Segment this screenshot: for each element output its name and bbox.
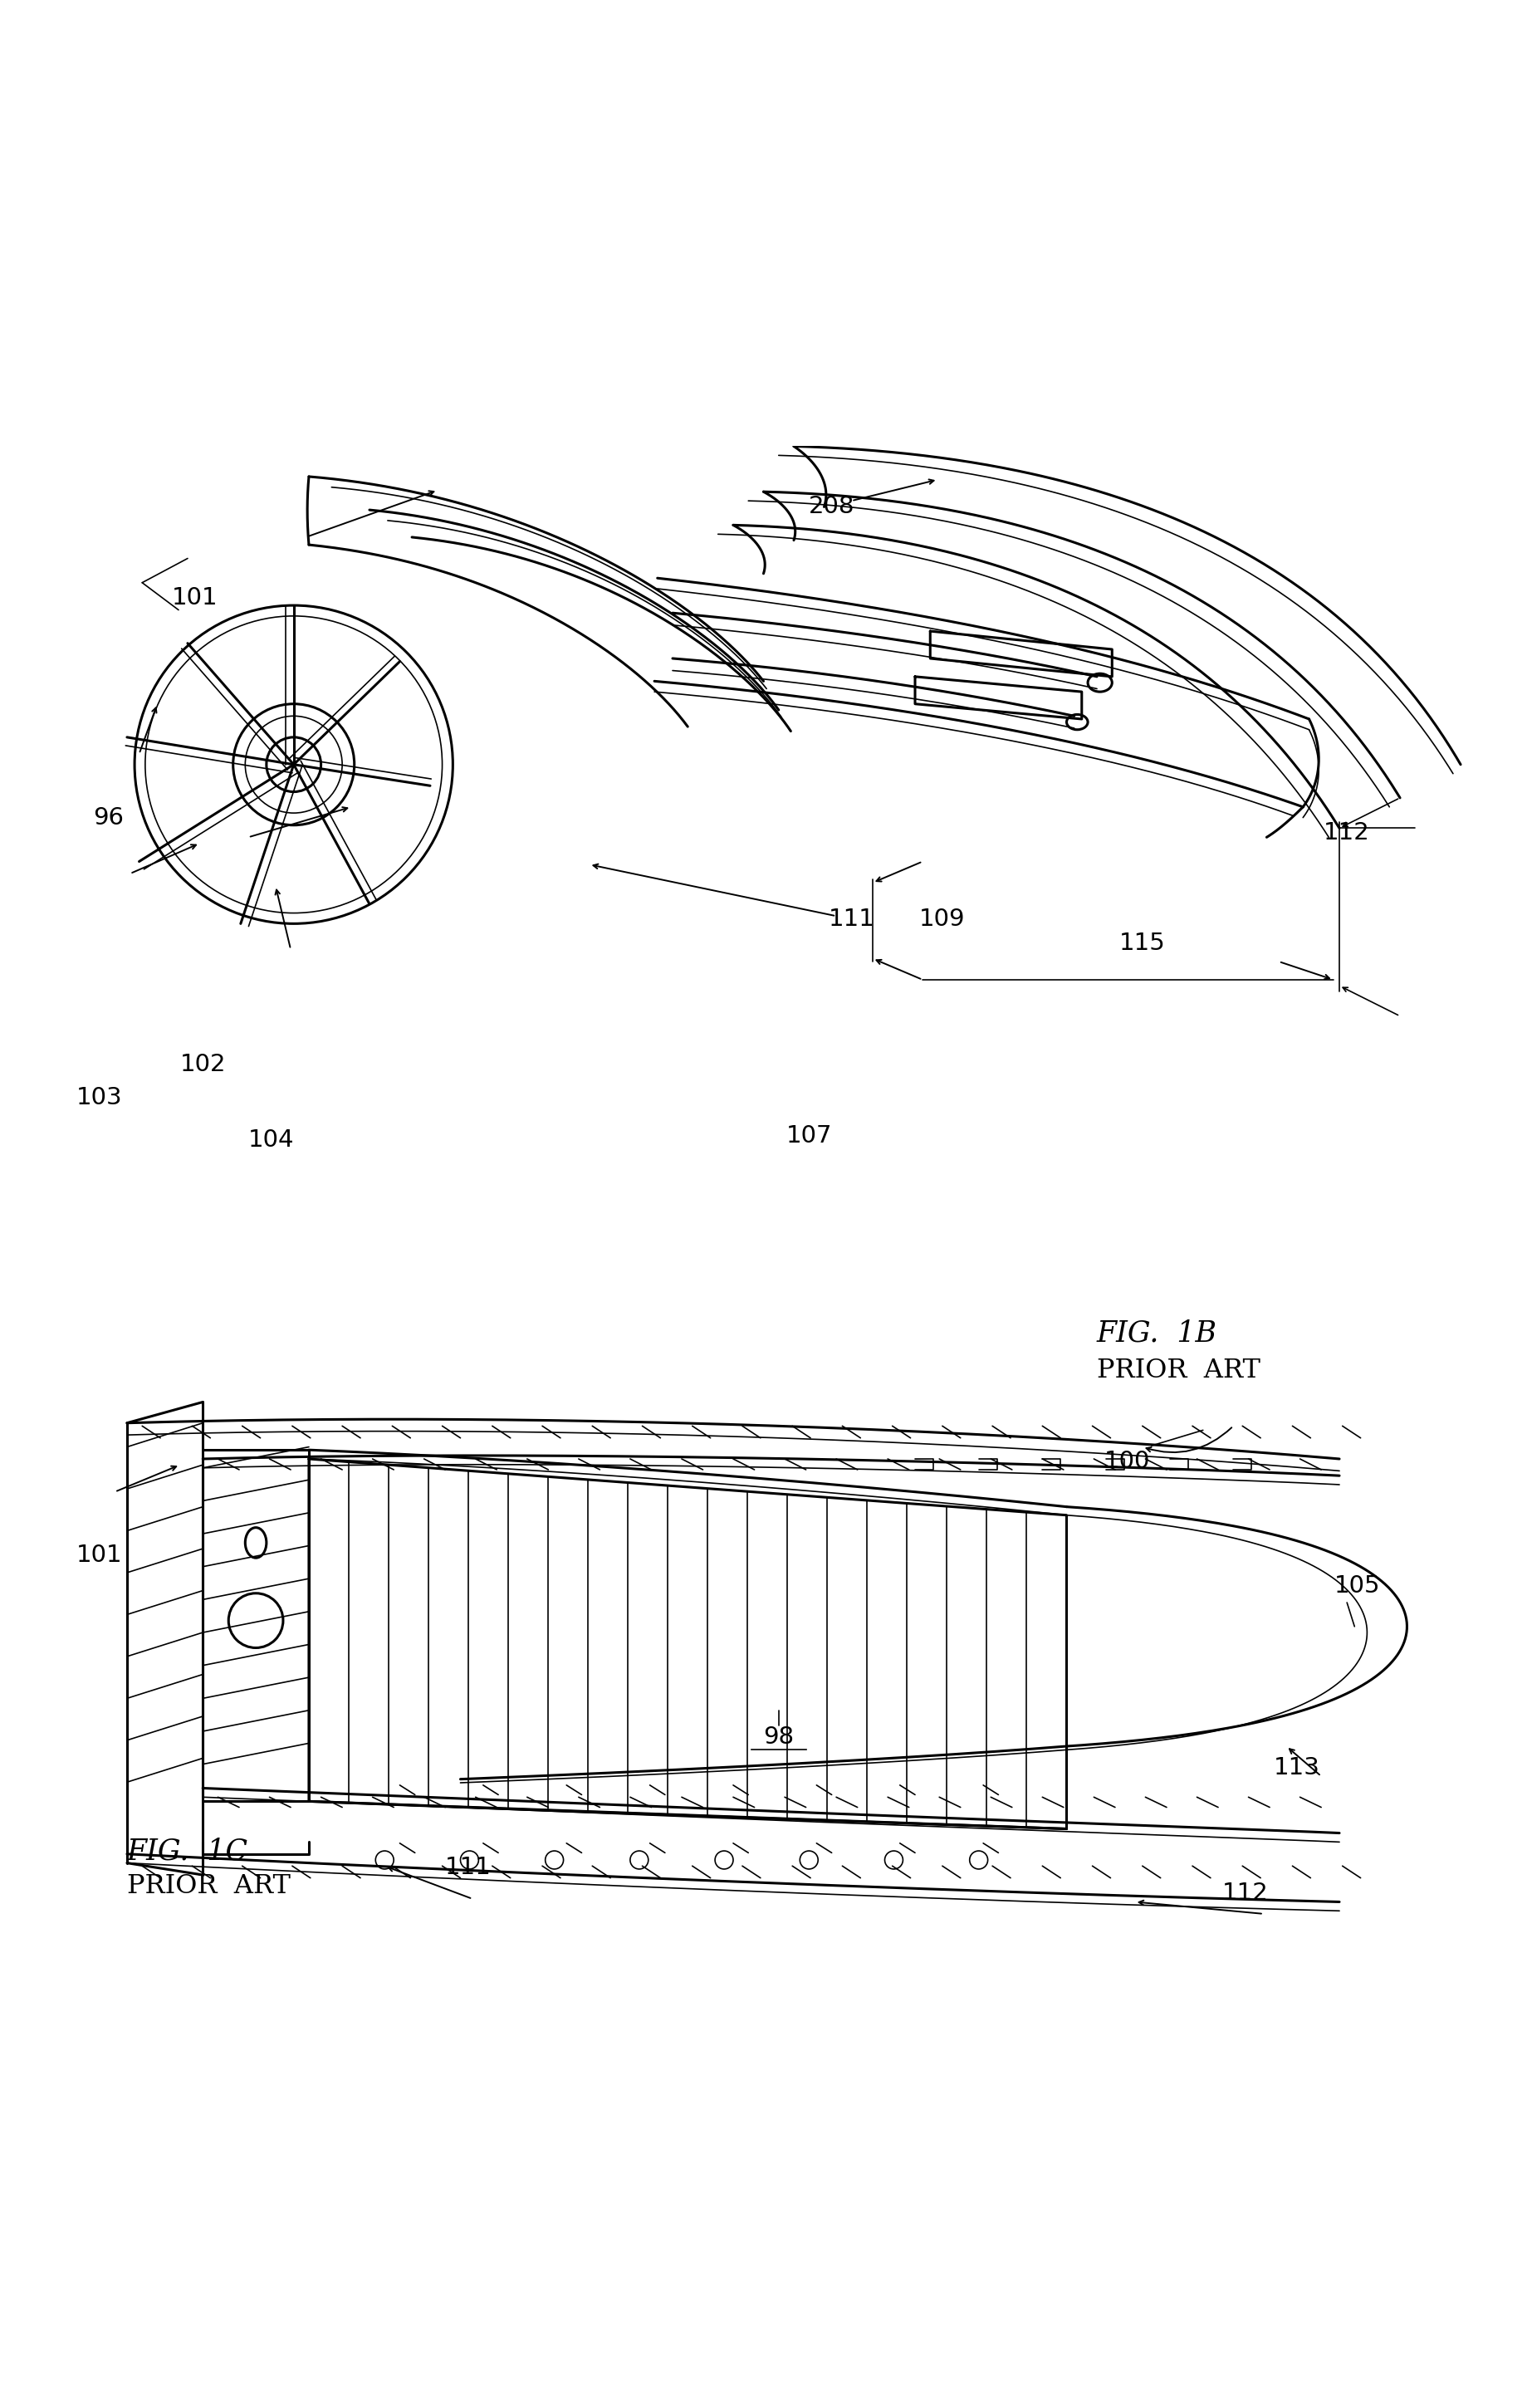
Text: 111: 111 [828, 908, 875, 932]
Text: FIG.  1C: FIG. 1C [127, 1837, 249, 1866]
Text: 112: 112 [1324, 821, 1370, 845]
Text: 107: 107 [786, 1125, 832, 1149]
Circle shape [545, 1852, 563, 1869]
Circle shape [970, 1852, 988, 1869]
Text: FIG.  1B: FIG. 1B [1096, 1320, 1217, 1346]
Text: 104: 104 [247, 1129, 295, 1151]
Text: 109: 109 [919, 908, 965, 932]
Circle shape [884, 1852, 902, 1869]
Text: 112: 112 [1222, 1883, 1269, 1905]
Circle shape [715, 1852, 733, 1869]
Text: 100: 100 [1104, 1450, 1150, 1474]
Text: 111: 111 [444, 1857, 492, 1878]
Text: 105: 105 [1335, 1575, 1380, 1597]
Circle shape [631, 1852, 649, 1869]
Text: 103: 103 [76, 1086, 122, 1110]
Text: 96: 96 [93, 807, 124, 828]
Text: 102: 102 [180, 1052, 226, 1076]
Text: 113: 113 [1274, 1755, 1321, 1780]
Circle shape [461, 1852, 478, 1869]
Text: 101: 101 [173, 585, 218, 609]
Circle shape [376, 1852, 394, 1869]
Circle shape [800, 1852, 818, 1869]
Text: 98: 98 [764, 1727, 794, 1748]
Text: 208: 208 [809, 496, 855, 518]
Text: 101: 101 [76, 1544, 122, 1568]
Text: PRIOR  ART: PRIOR ART [1096, 1358, 1260, 1385]
Text: 115: 115 [1119, 932, 1165, 956]
Text: PRIOR  ART: PRIOR ART [127, 1873, 290, 1900]
